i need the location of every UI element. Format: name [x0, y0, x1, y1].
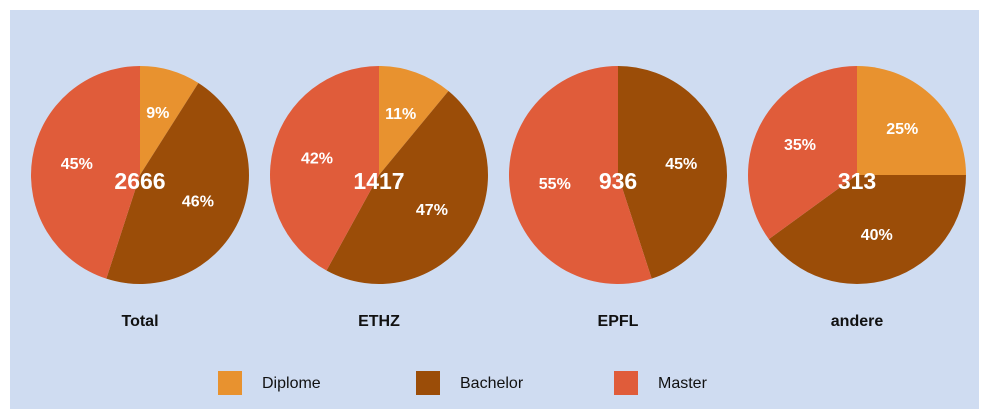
- pie-slice: [748, 66, 857, 240]
- slice-label: 47%: [416, 202, 448, 219]
- pie-title: Total: [121, 313, 158, 330]
- pie-slice: [508, 66, 652, 284]
- legend-label: Bachelor: [460, 375, 524, 392]
- pie-slice: [857, 66, 966, 175]
- pie-title: EPFL: [598, 313, 639, 330]
- slice-label: 45%: [61, 156, 93, 173]
- pie-total: 313: [838, 168, 876, 194]
- pie-total: 936: [599, 168, 637, 194]
- legend-swatch: [614, 371, 638, 395]
- slice-label: 25%: [886, 121, 918, 138]
- pie-slice: [379, 66, 449, 175]
- legend-swatch: [416, 371, 440, 395]
- pie-slice: [31, 66, 141, 279]
- slice-label: 35%: [784, 137, 816, 154]
- pie-slice: [106, 82, 249, 284]
- slice-label: 9%: [146, 105, 169, 122]
- pie-slice: [618, 66, 727, 279]
- pie-slice: [270, 66, 379, 271]
- slice-label: 55%: [539, 176, 571, 193]
- slice-label: 11%: [385, 106, 416, 123]
- pie-slice: [326, 91, 488, 284]
- pie-slice: [768, 175, 966, 284]
- pie-slice: [140, 66, 199, 175]
- pie-total: 1417: [353, 168, 404, 194]
- slice-label: 42%: [301, 150, 333, 167]
- pie-total: 2666: [114, 168, 165, 194]
- legend-label: Master: [658, 375, 708, 392]
- legend-label: Diplome: [262, 375, 321, 392]
- legend-swatch: [218, 371, 242, 395]
- slice-label: 45%: [665, 156, 697, 173]
- slice-label: 46%: [182, 193, 214, 210]
- pie-title: andere: [831, 313, 884, 330]
- slice-label: 40%: [861, 227, 893, 244]
- pie-title: ETHZ: [358, 313, 400, 330]
